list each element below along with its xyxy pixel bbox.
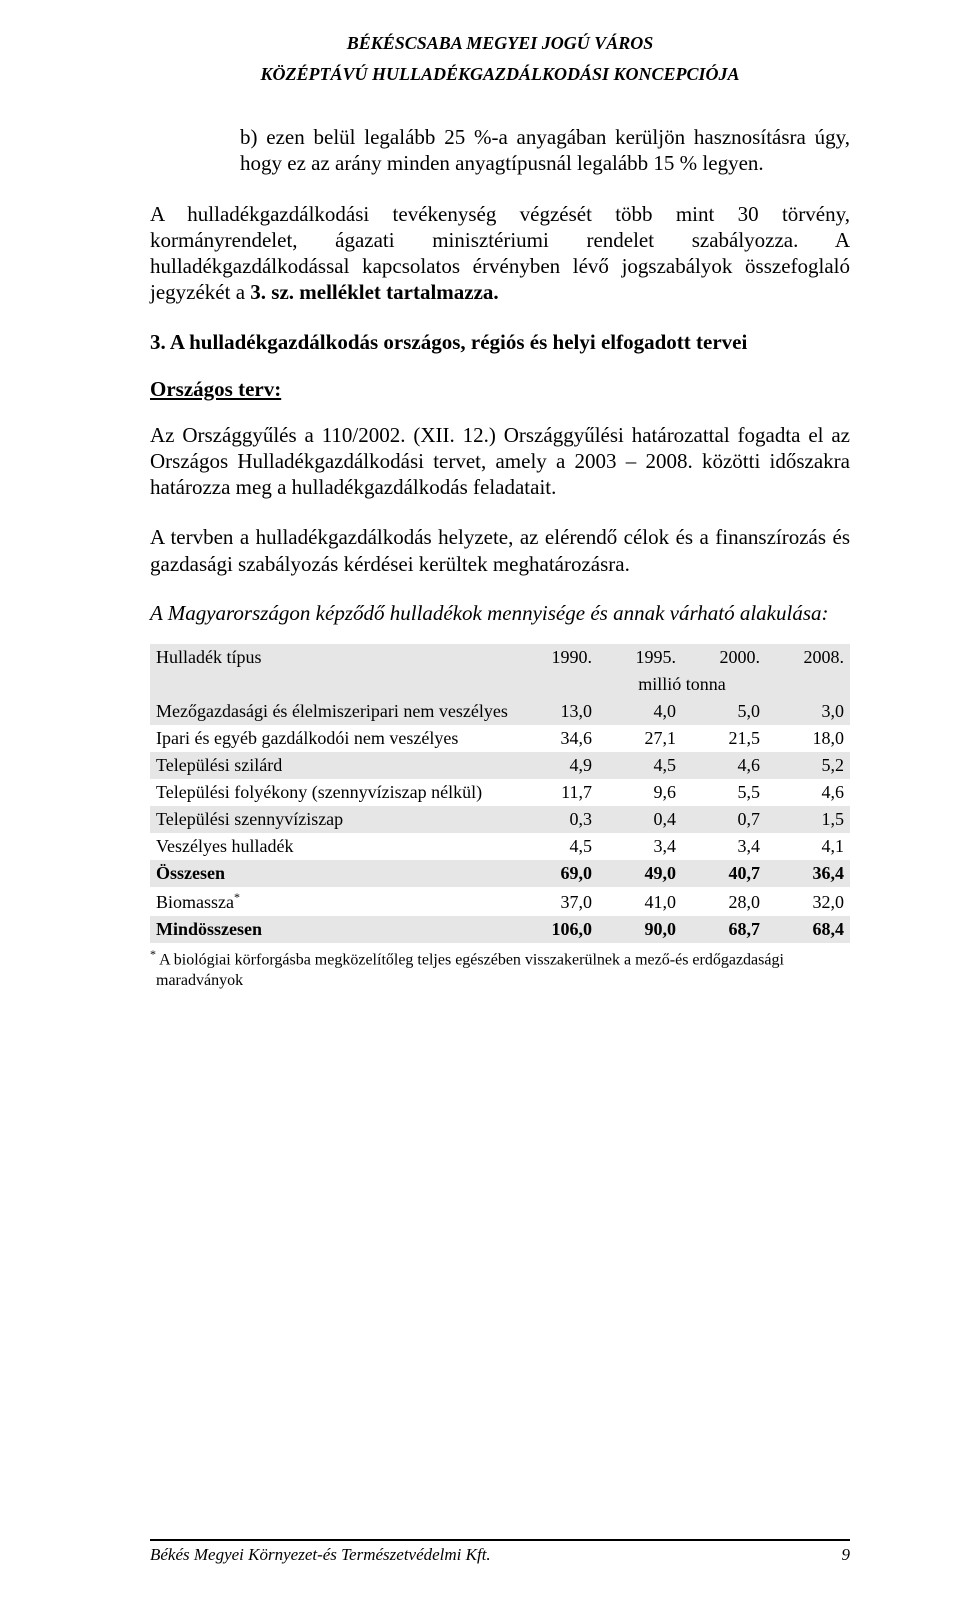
table-header-year: 2000.: [682, 644, 766, 671]
table-cell: Mindösszesen: [150, 916, 514, 943]
table-title: A Magyarországon képződő hulladékok menn…: [150, 601, 850, 626]
table-cell: 4,5: [514, 833, 598, 860]
table-cell: 41,0: [598, 887, 682, 916]
table-cell: 4,6: [682, 752, 766, 779]
table-cell: 0,3: [514, 806, 598, 833]
table-header-year: 2008.: [766, 644, 850, 671]
table-cell: 34,6: [514, 725, 598, 752]
table-unit: millió tonna: [514, 671, 850, 698]
table-cell: 3,4: [598, 833, 682, 860]
table-cell: 32,0: [766, 887, 850, 916]
header-line-1: BÉKÉSCSABA MEGYEI JOGÚ VÁROS: [150, 30, 850, 57]
table-cell: 4,6: [766, 779, 850, 806]
table-cell: 5,5: [682, 779, 766, 806]
table-sum-row: Összesen 69,0 49,0 40,7 36,4: [150, 860, 850, 887]
footer-page-number: 9: [842, 1545, 851, 1565]
table-cell: Veszélyes hulladék: [150, 833, 514, 860]
table-cell: 11,7: [514, 779, 598, 806]
table-header-row: Hulladék típus 1990. 1995. 2000. 2008.: [150, 644, 850, 671]
section-heading: 3. A hulladékgazdálkodás országos, régió…: [150, 330, 850, 355]
table-cell: 106,0: [514, 916, 598, 943]
table-cell: 68,7: [682, 916, 766, 943]
page: BÉKÉSCSABA MEGYEI JOGÚ VÁROS KÖZÉPTÁVÚ H…: [0, 0, 960, 1601]
paragraph-laws: A hulladékgazdálkodási tevékenység végzé…: [150, 201, 850, 306]
table-cell: 49,0: [598, 860, 682, 887]
table-cell: 37,0: [514, 887, 598, 916]
table-cell: 21,5: [682, 725, 766, 752]
table-row: Veszélyes hulladék4,53,43,44,1: [150, 833, 850, 860]
table-cell: 4,1: [766, 833, 850, 860]
list-item-b: b) ezen belül legalább 25 %-a anyagában …: [240, 124, 850, 177]
table-biomass-row: Biomassza* 37,0 41,0 28,0 32,0: [150, 887, 850, 916]
table-header-year: 1995.: [598, 644, 682, 671]
header-line-2: KÖZÉPTÁVÚ HULLADÉKGAZDÁLKODÁSI KONCEPCIÓ…: [150, 61, 850, 88]
sub-heading-national-plan: Országos terv:: [150, 377, 850, 402]
footer-company: Békés Megyei Környezet-és Természetvédel…: [150, 1545, 491, 1565]
paragraph-national-plan: Az Országgyűlés a 110/2002. (XII. 12.) O…: [150, 422, 850, 501]
table-cell: Települési szilárd: [150, 752, 514, 779]
paragraph-plan-scope: A tervben a hulladékgazdálkodás helyzete…: [150, 524, 850, 577]
table-cell: 13,0: [514, 698, 598, 725]
paragraph-laws-bold: 3. sz. melléklet tartalmazza.: [250, 280, 498, 304]
table-cell: 5,2: [766, 752, 850, 779]
table-cell: 0,7: [682, 806, 766, 833]
table-cell: 4,9: [514, 752, 598, 779]
table-cell: 69,0: [514, 860, 598, 887]
table-cell: 28,0: [682, 887, 766, 916]
table-cell: 3,4: [682, 833, 766, 860]
table-row: Települési szilárd4,94,54,65,2: [150, 752, 850, 779]
biomass-sup: *: [234, 890, 240, 904]
table-cell: 27,1: [598, 725, 682, 752]
table-row: Ipari és egyéb gazdálkodói nem veszélyes…: [150, 725, 850, 752]
waste-table: Hulladék típus 1990. 1995. 2000. 2008. m…: [150, 644, 850, 943]
table-cell: Összesen: [150, 860, 514, 887]
table-cell: 4,0: [598, 698, 682, 725]
table-footnote: * A biológiai körforgásba megközelítőleg…: [150, 947, 850, 992]
page-footer: Békés Megyei Környezet-és Természetvédel…: [150, 1539, 850, 1565]
table-cell: Ipari és egyéb gazdálkodói nem veszélyes: [150, 725, 514, 752]
table-cell: 90,0: [598, 916, 682, 943]
table-row: Települési szennyvíziszap0,30,40,71,5: [150, 806, 850, 833]
table-unit-row: millió tonna: [150, 671, 850, 698]
biomass-label: Biomassza: [156, 892, 234, 912]
table-cell: 1,5: [766, 806, 850, 833]
table-cell: 40,7: [682, 860, 766, 887]
table-row: Települési folyékony (szennyvíziszap nél…: [150, 779, 850, 806]
table-cell: 18,0: [766, 725, 850, 752]
page-header: BÉKÉSCSABA MEGYEI JOGÚ VÁROS KÖZÉPTÁVÚ H…: [150, 30, 850, 88]
table-cell: 68,4: [766, 916, 850, 943]
footnote-text: A biológiai körforgásba megközelítőleg t…: [156, 951, 784, 989]
table-cell: 36,4: [766, 860, 850, 887]
table-row: Mezőgazdasági és élelmiszeripari nem ves…: [150, 698, 850, 725]
table-cell: 3,0: [766, 698, 850, 725]
table-cell: 5,0: [682, 698, 766, 725]
table-header-label: Hulladék típus: [150, 644, 514, 671]
table-cell: Települési folyékony (szennyvíziszap nél…: [150, 779, 514, 806]
table-cell: 4,5: [598, 752, 682, 779]
table-cell: 9,6: [598, 779, 682, 806]
table-cell: 0,4: [598, 806, 682, 833]
table-cell: Települési szennyvíziszap: [150, 806, 514, 833]
table-header-year: 1990.: [514, 644, 598, 671]
table-cell: Biomassza*: [150, 887, 514, 916]
table-cell: Mezőgazdasági és élelmiszeripari nem ves…: [150, 698, 514, 725]
table-grandtotal-row: Mindösszesen 106,0 90,0 68,7 68,4: [150, 916, 850, 943]
